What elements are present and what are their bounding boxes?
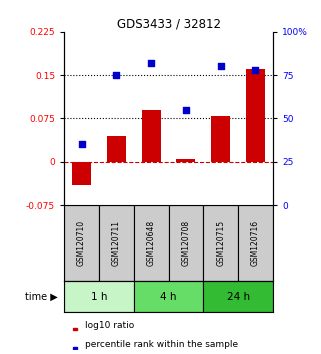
Text: GSM120710: GSM120710 (77, 220, 86, 266)
Text: log10 ratio: log10 ratio (85, 321, 134, 330)
Bar (238, 205, 273, 281)
Text: percentile rank within the sample: percentile rank within the sample (85, 340, 238, 349)
Point (149, 60, 154, 66)
Text: GSM120715: GSM120715 (216, 220, 225, 266)
Bar (176, 159, 195, 162)
Bar (134, 281, 203, 312)
Title: GDS3433 / 32812: GDS3433 / 32812 (117, 18, 221, 31)
Text: GSM120716: GSM120716 (251, 220, 260, 266)
Bar (73, 328, 77, 330)
Point (253, 67, 258, 73)
Bar (99, 205, 134, 281)
Text: 4 h: 4 h (160, 292, 177, 302)
Bar (246, 69, 265, 162)
Bar (142, 110, 161, 162)
Bar (64, 281, 134, 312)
Bar (203, 281, 273, 312)
Bar (203, 205, 238, 281)
Bar (107, 136, 126, 162)
Text: GSM120711: GSM120711 (112, 220, 121, 266)
Bar (73, 347, 77, 349)
Bar (134, 205, 169, 281)
Bar (64, 205, 99, 281)
Point (218, 64, 223, 69)
Text: GSM120648: GSM120648 (147, 220, 156, 266)
Text: time ▶: time ▶ (25, 292, 58, 302)
Bar (169, 205, 203, 281)
Bar (211, 115, 230, 162)
Bar (72, 162, 91, 185)
Text: 24 h: 24 h (227, 292, 250, 302)
Point (183, 107, 188, 113)
Text: 1 h: 1 h (91, 292, 107, 302)
Text: GSM120708: GSM120708 (181, 220, 190, 266)
Point (114, 72, 119, 78)
Point (79, 142, 84, 147)
